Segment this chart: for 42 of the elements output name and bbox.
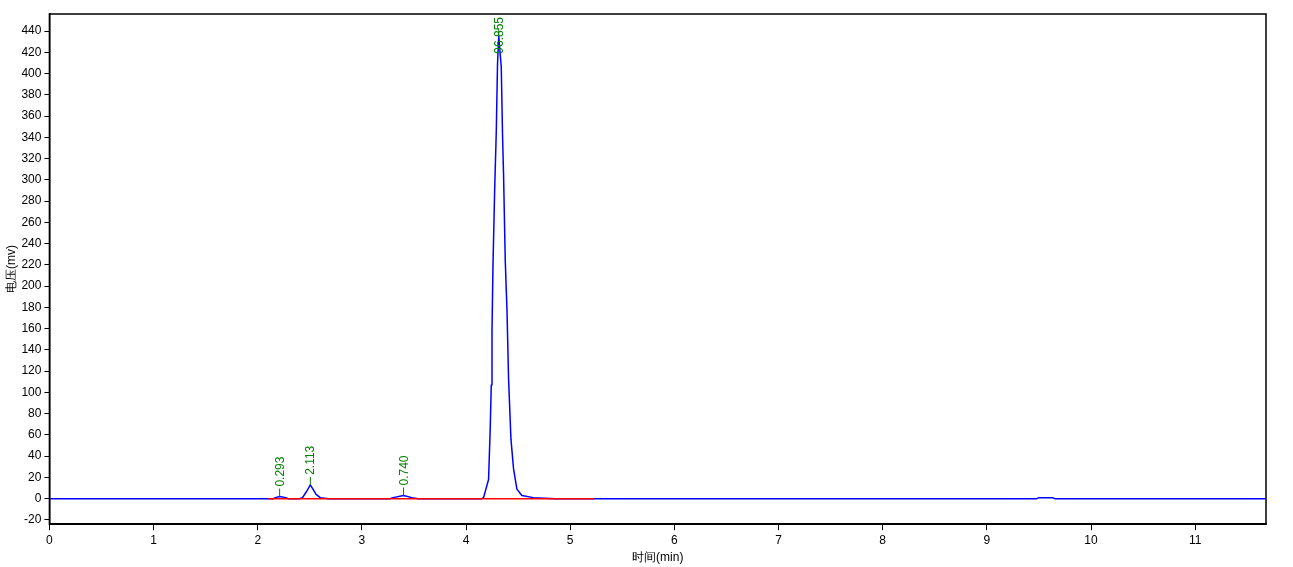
annotation: 0.740 — [396, 455, 411, 486]
y-axis-title: 电压(mv) — [3, 245, 18, 294]
x-tick-label: 5 — [566, 532, 574, 547]
y-tick-label: 320 — [21, 150, 42, 165]
x-tick-label: 9 — [983, 532, 991, 547]
x-tick-label: 6 — [671, 532, 679, 547]
x-tick-label: 0 — [46, 532, 54, 547]
y-tick-label: 440 — [21, 23, 42, 38]
y-tick-label: 240 — [21, 235, 42, 250]
y-tick-label: 0 — [34, 491, 42, 505]
y-tick-label: 60 — [28, 427, 42, 442]
y-tick-label: 380 — [21, 87, 42, 102]
y-tick-label: 20 — [28, 469, 42, 484]
y-tick-label: 400 — [21, 65, 42, 80]
y-tick-label: 300 — [21, 172, 42, 187]
x-tick-label: 11 — [1188, 532, 1202, 547]
y-tick-label: 260 — [21, 214, 42, 229]
x-tick-label: 2 — [254, 532, 262, 547]
y-tick-label: 80 — [28, 405, 42, 420]
x-axis-title: 时间(min) — [632, 550, 684, 565]
x-tick-label: 3 — [358, 532, 366, 547]
y-tick-label: 420 — [21, 44, 42, 59]
x-tick-label: 10 — [1084, 532, 1099, 547]
x-tick-label: 4 — [462, 532, 470, 547]
x-tick-label: 8 — [879, 532, 887, 547]
annotation: 2.113 — [303, 445, 318, 475]
y-tick-label: 120 — [21, 363, 42, 378]
x-tick-label: 7 — [775, 532, 783, 547]
y-tick-label: 280 — [21, 193, 42, 208]
y-tick-label: 360 — [21, 108, 42, 123]
annotation: 96.855 — [491, 16, 506, 54]
y-tick-label: 180 — [21, 299, 42, 314]
y-tick-label: 140 — [21, 342, 42, 357]
y-tick-label: 40 — [28, 448, 42, 463]
y-tick-label: 160 — [21, 320, 42, 335]
y-tick-label: 340 — [21, 129, 42, 144]
y-tick-label: 100 — [21, 384, 42, 399]
y-tick-label: -20 — [24, 512, 42, 527]
annotation: 0.293 — [272, 456, 287, 487]
y-tick-label: 220 — [21, 257, 42, 272]
x-tick-label: 1 — [150, 532, 158, 547]
y-tick-label: 200 — [21, 278, 42, 293]
